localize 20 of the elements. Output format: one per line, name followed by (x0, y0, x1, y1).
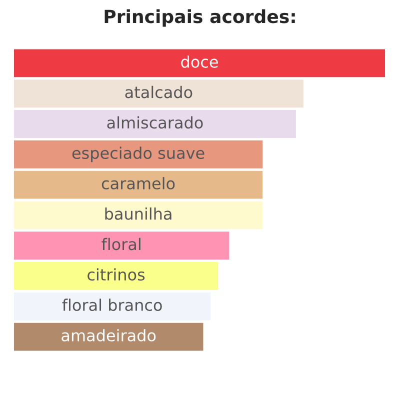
y-tick-label: atalcado (125, 86, 192, 98)
bar (14, 110, 296, 138)
bar (14, 201, 263, 230)
y-tick-label: citrinos (88, 268, 145, 281)
y-tick-label: floral branco (62, 298, 162, 312)
bar (14, 140, 263, 168)
y-tick-label: caramelo (102, 177, 175, 190)
y-tick-label: doce (181, 55, 218, 68)
y-tick-label: baunilha (105, 207, 172, 220)
bar (14, 49, 385, 78)
bar (14, 80, 304, 108)
y-tick-label: floral (102, 238, 140, 250)
y-tick-label: especiado suave (72, 146, 204, 162)
chart-title: Principais acordes: (104, 9, 295, 27)
bar (14, 262, 218, 290)
bar (14, 232, 230, 260)
bar (14, 322, 204, 351)
y-tick-label: amadeirado (62, 329, 156, 342)
y-tick-label: almiscarado (107, 116, 203, 129)
bar (14, 170, 263, 199)
